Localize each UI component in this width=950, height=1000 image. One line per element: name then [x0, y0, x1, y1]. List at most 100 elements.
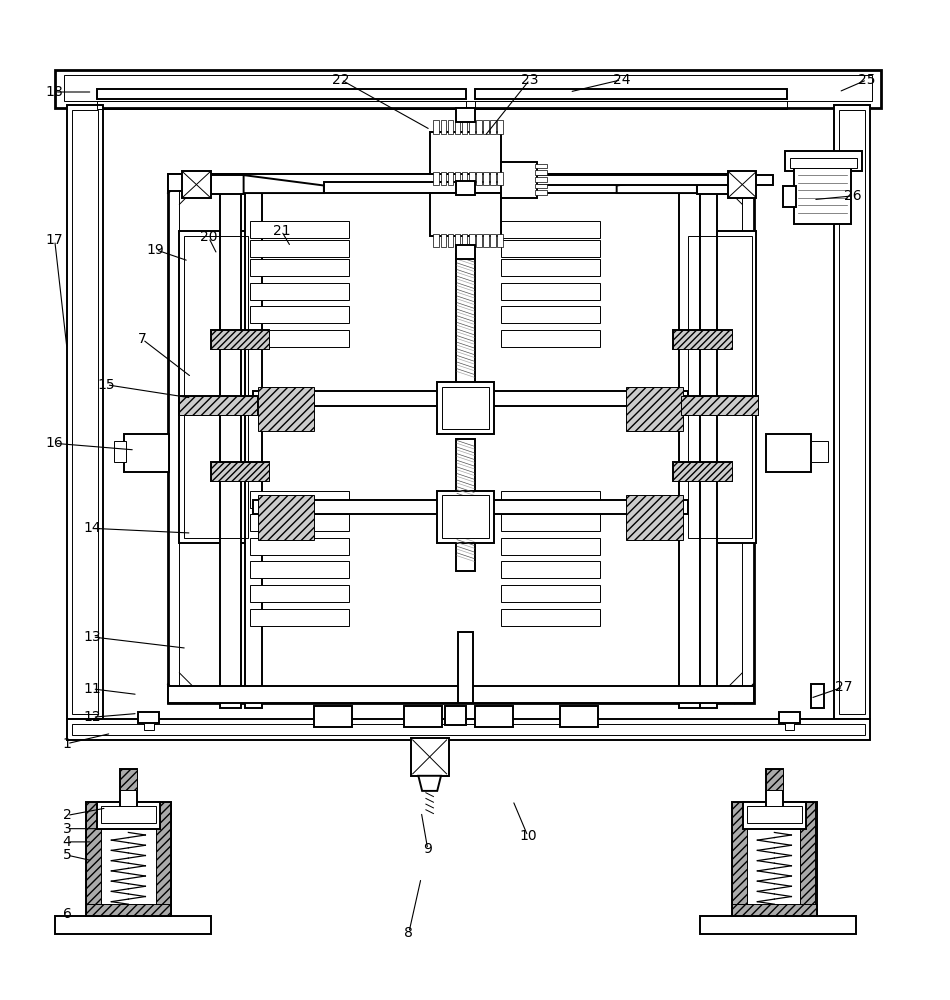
Text: 18: 18 [46, 85, 64, 99]
Bar [447, 234, 453, 247]
Bar [462, 234, 467, 247]
Bar [250, 609, 350, 626]
Bar [71, 110, 98, 714]
Bar [536, 170, 547, 175]
Bar [458, 174, 473, 254]
Bar [536, 184, 547, 188]
Bar [120, 769, 137, 790]
Bar [766, 769, 783, 807]
Bar [250, 221, 350, 238]
Bar [683, 231, 756, 542]
Text: 20: 20 [200, 230, 218, 244]
Bar [410, 738, 448, 776]
Bar [779, 712, 800, 723]
Bar [314, 706, 352, 727]
Bar [97, 101, 466, 109]
Bar [250, 259, 350, 276]
Bar [455, 172, 461, 186]
Bar [455, 234, 461, 247]
Bar [65, 75, 872, 101]
Bar [700, 916, 856, 934]
Bar [433, 234, 439, 247]
Bar [442, 387, 489, 429]
Bar [497, 172, 503, 186]
Bar [144, 723, 154, 730]
Text: 4: 4 [63, 835, 71, 849]
Bar [433, 120, 439, 134]
Bar [114, 441, 125, 462]
Bar [536, 164, 547, 168]
Bar [501, 561, 599, 578]
Bar [766, 769, 783, 790]
Bar [476, 172, 482, 186]
Bar [469, 172, 475, 186]
Bar [429, 132, 502, 174]
Bar [462, 172, 467, 186]
Bar [211, 462, 269, 481]
Bar [537, 175, 772, 185]
Bar [86, 802, 101, 906]
Text: 8: 8 [405, 926, 413, 940]
Bar [55, 70, 881, 108]
Bar [794, 168, 851, 224]
Bar [839, 110, 865, 714]
Bar [442, 495, 489, 538]
Bar [674, 462, 732, 481]
Bar [97, 802, 160, 829]
Bar [250, 491, 350, 508]
Bar [250, 585, 350, 602]
Bar [732, 802, 817, 916]
Bar [429, 193, 502, 236]
Bar [433, 172, 439, 186]
Text: 24: 24 [613, 73, 630, 87]
Bar [811, 441, 828, 462]
Bar [497, 234, 503, 247]
Bar [501, 330, 599, 347]
Text: 19: 19 [147, 243, 164, 257]
Bar [501, 585, 599, 602]
Bar [101, 806, 156, 823]
Bar [456, 245, 475, 259]
Bar [679, 179, 700, 708]
Bar [447, 172, 453, 186]
Bar [220, 179, 240, 708]
Bar [180, 186, 742, 692]
Bar [501, 221, 599, 238]
Text: 7: 7 [138, 332, 147, 346]
Bar [811, 684, 825, 708]
Bar [250, 514, 350, 531]
Bar [437, 491, 494, 542]
Bar [86, 904, 171, 916]
Bar [120, 769, 137, 807]
Text: 9: 9 [424, 842, 432, 856]
Bar [456, 181, 475, 195]
Bar [250, 283, 350, 300]
Bar [732, 802, 747, 906]
Bar [250, 561, 350, 578]
Bar [743, 802, 806, 829]
Bar [560, 706, 598, 727]
Bar [156, 802, 171, 906]
Bar [250, 306, 350, 323]
Bar [766, 434, 811, 472]
Bar [483, 234, 488, 247]
Bar [501, 259, 599, 276]
Bar [67, 719, 870, 740]
Text: 15: 15 [98, 378, 116, 392]
Polygon shape [617, 175, 697, 193]
Bar [184, 236, 248, 538]
Bar [250, 538, 350, 555]
Bar [475, 706, 513, 727]
Text: 27: 27 [835, 680, 852, 694]
Polygon shape [418, 776, 441, 791]
Bar [124, 434, 169, 472]
Text: 10: 10 [519, 829, 537, 843]
Bar [490, 234, 496, 247]
Bar [483, 120, 488, 134]
Bar [790, 158, 857, 168]
Bar [536, 177, 547, 182]
Text: 23: 23 [521, 73, 539, 87]
Text: 22: 22 [332, 73, 350, 87]
Bar [681, 396, 758, 415]
Text: 25: 25 [858, 73, 876, 87]
